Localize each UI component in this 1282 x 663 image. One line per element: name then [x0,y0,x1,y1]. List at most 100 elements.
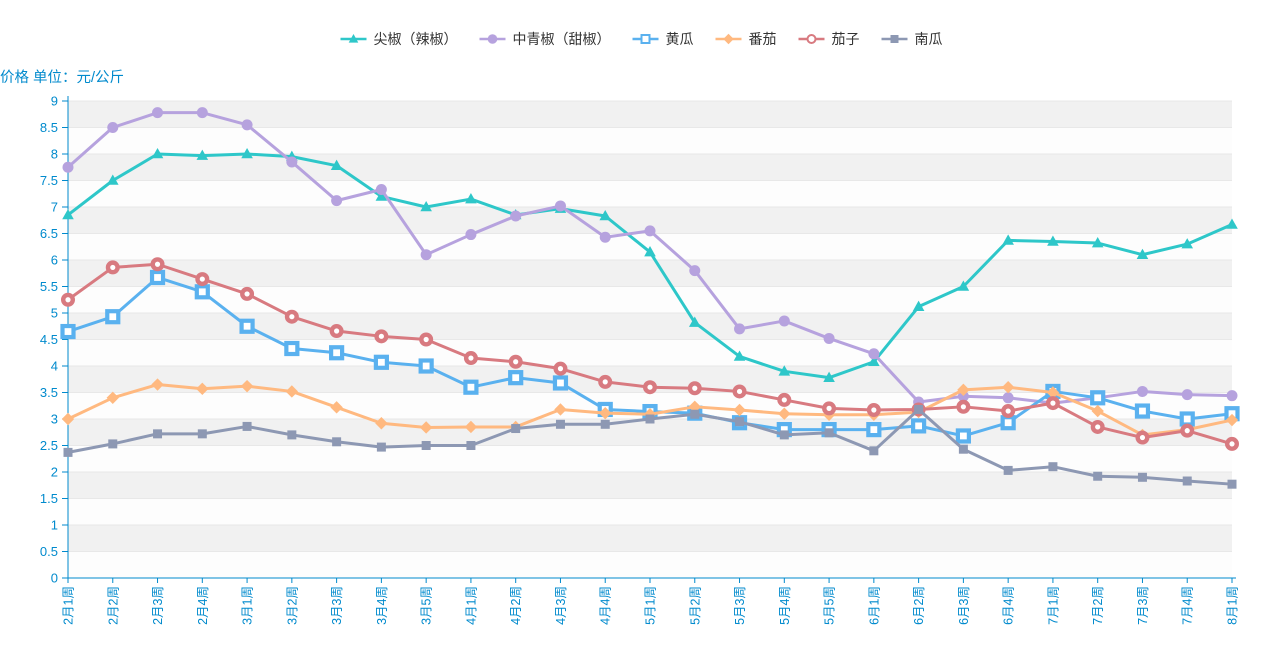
pumpkin-point[interactable] [735,417,745,427]
pumpkin-point[interactable] [287,430,297,440]
cucumber-point[interactable] [194,284,210,300]
cucumber-point[interactable] [463,379,479,395]
eggplant-point[interactable] [732,384,747,399]
bell-pepper-point[interactable] [644,225,656,237]
pumpkin-point[interactable] [869,446,879,456]
legend-item-pumpkin[interactable]: 南瓜 [881,32,943,46]
cucumber-point[interactable] [508,370,524,386]
cucumber-point[interactable] [418,358,434,374]
bell-pepper-point[interactable] [1136,385,1148,397]
tomato-point[interactable] [554,403,567,416]
eggplant-point[interactable] [687,381,702,396]
eggplant-point[interactable] [463,351,478,366]
hot-pepper-point[interactable] [1047,235,1059,246]
pumpkin-point[interactable] [197,429,207,439]
bell-pepper-point[interactable] [196,107,208,119]
eggplant-point[interactable] [1180,423,1195,438]
tomato-point[interactable] [240,379,254,393]
pumpkin-point[interactable] [958,444,968,454]
pumpkin-point[interactable] [153,429,163,439]
bell-pepper-point[interactable] [778,315,790,327]
eggplant-point[interactable] [195,272,210,287]
legend-item-bell-pepper[interactable]: 中青椒（甜椒） [479,32,611,46]
cucumber-point[interactable] [1179,411,1195,427]
eggplant-point[interactable] [1135,430,1150,445]
bell-pepper-point[interactable] [465,229,477,241]
hot-pepper-point[interactable] [599,210,612,221]
hot-pepper-point[interactable] [778,365,791,376]
tomato-point[interactable] [1225,413,1239,427]
cucumber-point[interactable] [373,354,389,370]
hot-pepper-point[interactable] [1226,218,1238,229]
pumpkin-point[interactable] [108,439,118,449]
eggplant-point[interactable] [284,309,299,324]
bell-pepper-point[interactable] [331,195,343,207]
bell-pepper-point[interactable] [420,249,432,261]
legend-item-hot-pepper[interactable]: 尖椒（辣椒） [340,32,458,46]
pumpkin-point[interactable] [824,428,834,438]
tomato-point[interactable] [419,421,433,434]
tomato-point[interactable] [1091,404,1104,418]
tomato-point[interactable] [1001,381,1015,394]
hot-pepper-point[interactable] [465,193,477,204]
tomato-point[interactable] [957,383,970,397]
tomato-point[interactable] [330,401,343,414]
tomato-point[interactable] [599,406,612,420]
pumpkin-point[interactable] [466,441,476,450]
cucumber-point[interactable] [911,418,927,434]
eggplant-point[interactable] [329,324,344,339]
eggplant-point[interactable] [374,329,389,344]
pumpkin-point[interactable] [645,414,655,424]
hot-pepper-point[interactable] [1091,237,1104,248]
bell-pepper-point[interactable] [510,210,522,222]
cucumber-point[interactable] [60,323,76,340]
bell-pepper-point[interactable] [152,107,164,119]
eggplant-point[interactable] [777,392,792,407]
eggplant-point[interactable] [1090,419,1105,434]
tomato-point[interactable] [285,385,299,398]
eggplant-point[interactable] [1045,396,1060,411]
hot-pepper-point[interactable] [151,148,164,159]
tomato-point[interactable] [778,407,791,420]
tomato-point[interactable] [1046,386,1060,399]
bell-pepper-point[interactable] [375,184,387,196]
pumpkin-point[interactable] [1182,476,1192,486]
tomato-point[interactable] [61,412,75,426]
hot-pepper-point[interactable] [733,350,746,361]
bell-pepper-point[interactable] [957,390,969,402]
eggplant-point[interactable] [956,399,971,414]
tomato-point[interactable] [688,400,701,414]
legend-item-tomato[interactable]: 番茄 [715,32,777,46]
pumpkin-point[interactable] [690,409,700,419]
hot-pepper-point[interactable] [241,148,253,159]
eggplant-point[interactable] [1224,436,1239,451]
tomato-point[interactable] [196,382,209,395]
pumpkin-point[interactable] [1003,465,1013,475]
hot-pepper-point[interactable] [823,371,835,382]
pumpkin-point[interactable] [555,419,565,429]
hot-pepper-point[interactable] [196,149,209,160]
hot-pepper-point[interactable] [106,174,119,185]
tomato-point[interactable] [733,403,746,417]
bell-pepper-point[interactable] [734,323,746,335]
hot-pepper-point[interactable] [62,208,74,220]
pumpkin-point[interactable] [779,430,789,440]
pumpkin-point[interactable] [63,447,73,457]
bell-pepper-point[interactable] [286,156,298,168]
pumpkin-point[interactable] [511,424,521,434]
eggplant-point[interactable] [240,286,255,301]
hot-pepper-point[interactable] [1002,234,1014,245]
eggplant-point[interactable] [598,374,613,389]
cucumber-point[interactable] [1000,415,1016,431]
hot-pepper-point[interactable] [1136,248,1149,259]
hot-pepper-point[interactable] [644,246,656,257]
tomato-point[interactable] [375,417,388,430]
pumpkin-point[interactable] [600,419,610,429]
cucumber-point[interactable] [329,345,345,361]
eggplant-point[interactable] [822,401,837,416]
hot-pepper-point[interactable] [1181,238,1194,249]
bell-pepper-point[interactable] [599,231,611,243]
cucumber-point[interactable] [1090,390,1106,406]
cucumber-point[interactable] [1134,403,1151,419]
eggplant-point[interactable] [643,380,658,395]
